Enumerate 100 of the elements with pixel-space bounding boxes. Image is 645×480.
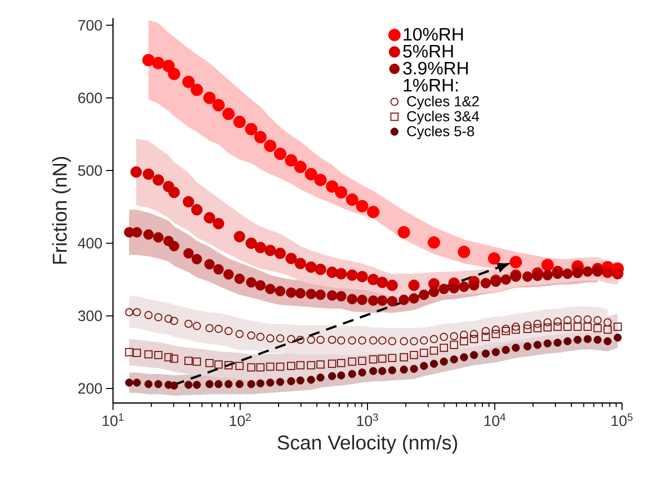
point <box>450 332 458 340</box>
point <box>604 337 612 346</box>
point <box>378 354 386 363</box>
point <box>287 377 296 386</box>
point <box>358 356 366 365</box>
point <box>563 316 572 324</box>
point <box>328 336 336 344</box>
point <box>265 284 276 294</box>
point <box>512 344 520 352</box>
point <box>214 324 223 334</box>
point <box>502 326 510 336</box>
point <box>523 321 532 330</box>
point <box>296 361 305 370</box>
point <box>440 358 448 366</box>
point <box>296 376 304 384</box>
point <box>214 380 223 388</box>
point <box>316 374 324 382</box>
point <box>369 336 378 345</box>
point <box>482 326 490 336</box>
legend-label: 10%RH <box>404 28 463 41</box>
point <box>492 330 500 338</box>
point <box>266 362 274 371</box>
point <box>214 360 223 369</box>
point <box>144 311 153 320</box>
point <box>482 350 490 358</box>
point <box>266 378 274 387</box>
point <box>224 326 233 336</box>
point <box>522 271 533 282</box>
point <box>614 334 622 342</box>
point <box>336 291 346 302</box>
point <box>255 280 266 291</box>
point <box>410 337 418 346</box>
point <box>492 326 500 334</box>
point <box>205 324 214 332</box>
point <box>440 332 448 341</box>
point <box>492 348 500 356</box>
point <box>552 268 563 279</box>
point <box>204 259 215 270</box>
point <box>368 295 378 306</box>
point <box>584 335 592 344</box>
point <box>154 380 162 388</box>
point <box>346 294 358 304</box>
y-axis-title: Friction (nN) <box>52 156 71 264</box>
point <box>430 334 438 344</box>
point <box>144 380 152 388</box>
point <box>348 357 356 366</box>
point <box>235 330 244 338</box>
legend-title: 1%RH: <box>404 78 458 92</box>
point <box>276 378 284 386</box>
point <box>554 318 562 326</box>
point <box>287 362 296 370</box>
point <box>448 283 460 294</box>
point <box>438 284 450 294</box>
y-tick-label: 400 <box>78 238 102 248</box>
point <box>287 334 296 344</box>
point <box>234 274 245 284</box>
point <box>430 346 438 355</box>
point <box>544 339 552 348</box>
point <box>428 286 440 298</box>
point <box>450 355 458 364</box>
point <box>574 315 582 324</box>
point <box>480 278 491 288</box>
point <box>420 362 428 370</box>
point <box>594 316 602 324</box>
point <box>378 367 386 376</box>
point <box>430 360 438 368</box>
point <box>386 296 398 306</box>
point <box>534 340 542 349</box>
point <box>523 324 532 334</box>
point <box>256 379 264 388</box>
point <box>306 288 316 300</box>
point <box>236 380 244 388</box>
point <box>400 366 408 374</box>
point <box>502 324 510 334</box>
point <box>315 290 326 300</box>
point <box>532 270 543 282</box>
point <box>184 356 193 365</box>
point <box>554 322 562 331</box>
point <box>572 268 583 278</box>
point <box>378 336 386 345</box>
point <box>408 293 420 304</box>
point <box>482 332 490 341</box>
point <box>328 372 336 380</box>
point <box>614 322 622 331</box>
point <box>440 344 448 352</box>
point <box>184 320 193 328</box>
point <box>400 353 408 362</box>
point <box>274 286 286 296</box>
point <box>307 376 316 384</box>
point <box>183 248 194 259</box>
point <box>468 280 480 291</box>
point <box>604 326 612 334</box>
point <box>543 323 552 332</box>
y-tick-label: 700 <box>78 20 102 31</box>
point <box>460 353 468 362</box>
point <box>450 340 458 349</box>
point <box>348 370 356 378</box>
point <box>223 269 234 280</box>
point <box>337 336 346 345</box>
legend-label: 5%RH <box>403 44 453 58</box>
